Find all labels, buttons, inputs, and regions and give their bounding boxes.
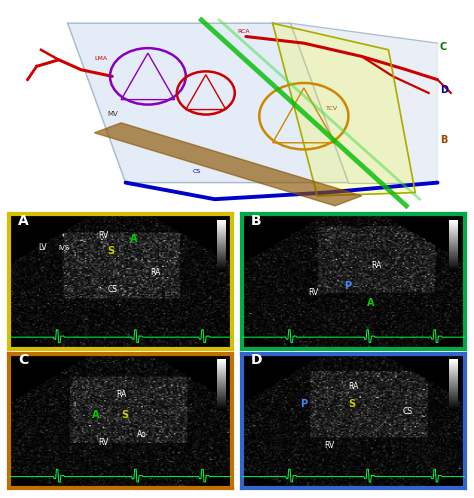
Text: LMA: LMA: [94, 56, 108, 61]
Text: A: A: [130, 235, 137, 245]
Text: C: C: [440, 42, 447, 52]
Text: S: S: [121, 410, 128, 420]
Text: RA: RA: [117, 389, 127, 398]
Text: P: P: [344, 281, 351, 291]
Text: RA: RA: [349, 381, 359, 390]
Text: RCA: RCA: [237, 29, 250, 34]
Text: RV: RV: [309, 288, 319, 297]
Text: Ao: Ao: [137, 430, 146, 439]
Text: CS: CS: [108, 285, 118, 294]
Text: P: P: [300, 399, 307, 409]
Text: LV: LV: [38, 244, 47, 252]
Text: D: D: [251, 354, 262, 368]
Text: CS: CS: [402, 407, 412, 416]
Text: A: A: [92, 410, 100, 420]
Text: CS: CS: [192, 169, 201, 174]
Text: C: C: [18, 354, 28, 368]
Text: RV: RV: [99, 232, 109, 241]
Text: A: A: [366, 298, 374, 308]
Polygon shape: [291, 23, 438, 183]
Text: RA: RA: [150, 267, 160, 277]
Text: D: D: [440, 85, 448, 95]
Text: B: B: [251, 214, 261, 228]
Text: B: B: [440, 135, 447, 145]
Polygon shape: [94, 123, 362, 206]
Text: S: S: [349, 399, 356, 409]
Text: RA: RA: [371, 261, 381, 270]
Text: IVS: IVS: [58, 246, 70, 251]
Text: TCV: TCV: [326, 106, 338, 111]
Text: S: S: [108, 247, 115, 256]
Polygon shape: [68, 23, 348, 183]
Text: RV: RV: [99, 438, 109, 447]
Text: A: A: [18, 214, 29, 228]
Text: RV: RV: [324, 441, 335, 450]
Polygon shape: [273, 23, 415, 196]
Text: MV: MV: [108, 111, 118, 117]
